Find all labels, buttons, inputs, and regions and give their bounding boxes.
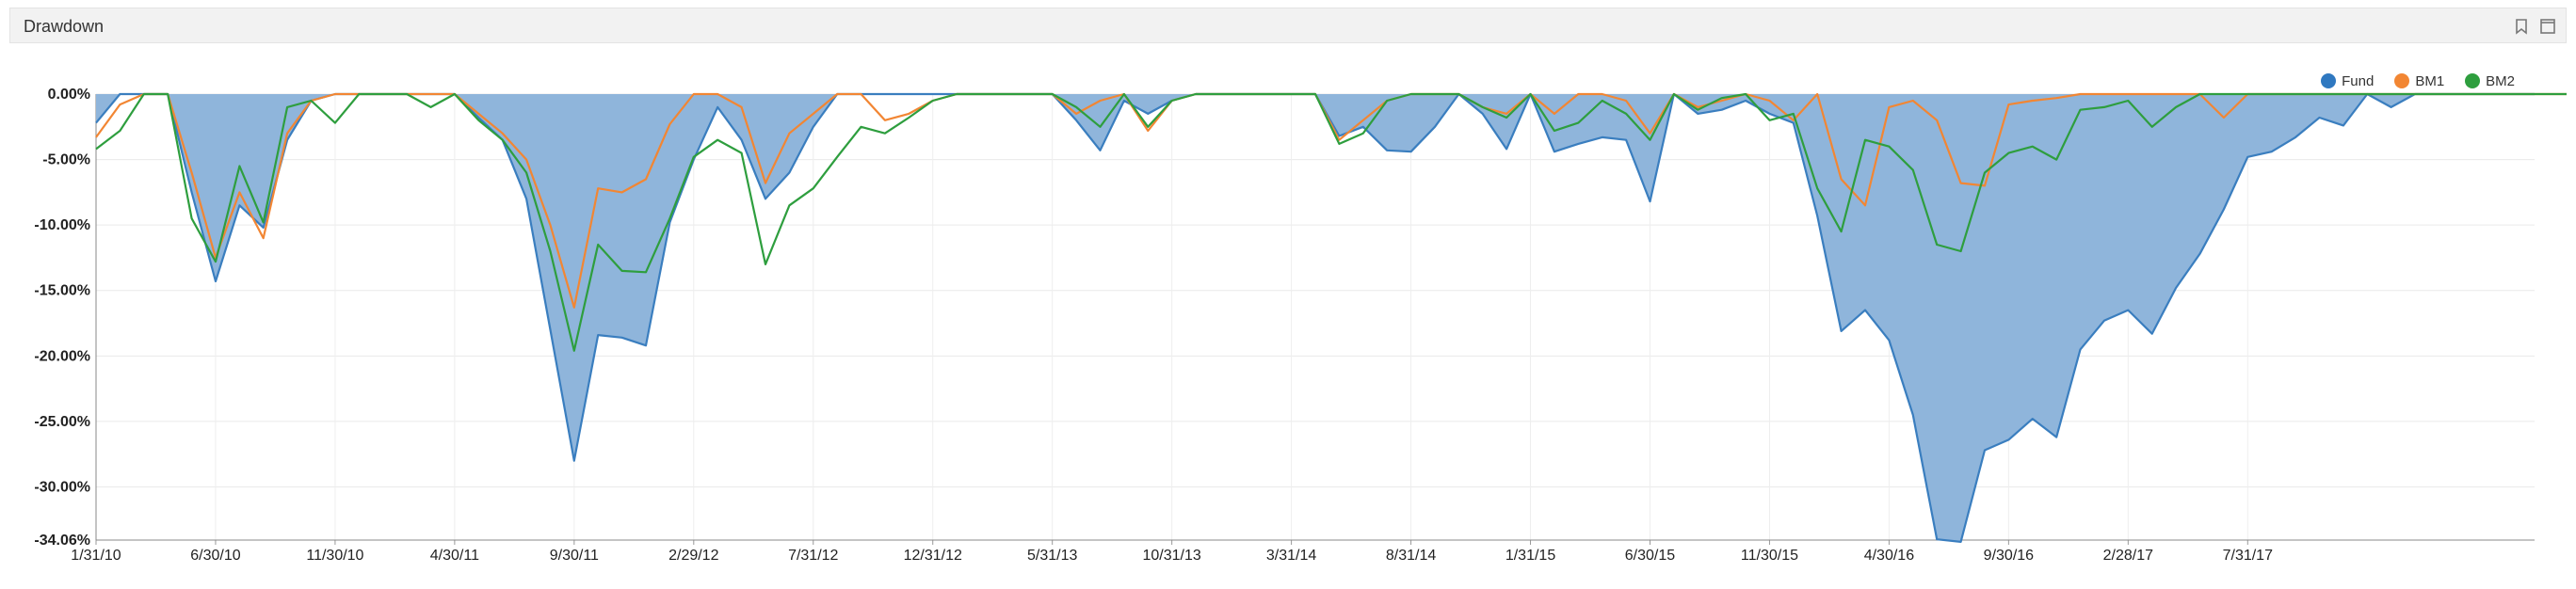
y-tick-label: -10.00% xyxy=(34,217,90,233)
x-tick-label: 1/31/10 xyxy=(71,548,121,564)
legend-item-bm2[interactable]: BM2 xyxy=(2465,73,2515,89)
legend-swatch xyxy=(2394,73,2410,88)
legend-label: BM2 xyxy=(2486,72,2515,89)
series-area-fund xyxy=(96,94,2535,542)
x-tick-label: 3/31/14 xyxy=(1266,548,1316,564)
y-tick-label: 0.00% xyxy=(48,87,90,103)
x-tick-label: 1/31/15 xyxy=(1505,548,1555,564)
y-tick-label: -15.00% xyxy=(34,283,90,299)
x-tick-label: 7/31/12 xyxy=(788,548,838,564)
y-tick-label: -5.00% xyxy=(42,152,90,168)
legend-label: BM1 xyxy=(2415,72,2445,89)
x-tick-label: 11/30/15 xyxy=(1741,548,1798,564)
x-tick-label: 11/30/10 xyxy=(306,548,363,564)
x-tick-label: 4/30/11 xyxy=(430,548,479,564)
y-tick-label: -25.00% xyxy=(34,414,90,430)
panel-title: Drawdown xyxy=(24,17,105,36)
series-line-bm2 xyxy=(95,92,2567,352)
x-tick-label: 7/31/17 xyxy=(2223,548,2273,564)
x-tick-label: 8/31/14 xyxy=(1386,548,1436,564)
series-line-bm1 xyxy=(95,92,2567,309)
x-tick-label: 9/30/11 xyxy=(550,548,599,564)
x-tick-label: 10/31/13 xyxy=(1143,548,1201,564)
chart-legend: Fund BM1 BM2 xyxy=(2321,70,2515,92)
legend-item-fund[interactable]: Fund xyxy=(2321,73,2374,89)
y-tick-label: -20.00% xyxy=(34,348,90,364)
x-tick-label: 2/28/17 xyxy=(2103,548,2153,564)
y-tick-label: -34.06% xyxy=(34,533,90,549)
x-tick-label: 12/31/12 xyxy=(904,548,962,564)
legend-item-bm1[interactable]: BM1 xyxy=(2394,73,2444,89)
x-tick-label: 5/31/13 xyxy=(1027,548,1077,564)
panel-header: Drawdown xyxy=(9,8,2567,43)
x-tick-label: 4/30/16 xyxy=(1864,548,1914,564)
bookmark-icon[interactable] xyxy=(2513,18,2530,35)
legend-label: Fund xyxy=(2342,72,2375,89)
x-tick-label: 2/29/12 xyxy=(668,548,718,564)
x-tick-label: 6/30/10 xyxy=(190,548,240,564)
x-tick-label: 6/30/15 xyxy=(1625,548,1675,564)
drawdown-panel: Drawdown 0.00% -5.00% -10.00% -15.00% -20.00… xyxy=(9,8,2567,580)
legend-swatch xyxy=(2321,73,2337,88)
legend-swatch xyxy=(2465,73,2481,88)
maximize-icon[interactable] xyxy=(2539,18,2556,35)
drawdown-chart: 0.00% -5.00% -10.00% -15.00% -20.00% -25.00% -… xyxy=(34,87,2567,564)
y-tick-label: -30.00% xyxy=(34,479,90,495)
x-tick-label: 9/30/16 xyxy=(1984,548,2034,564)
